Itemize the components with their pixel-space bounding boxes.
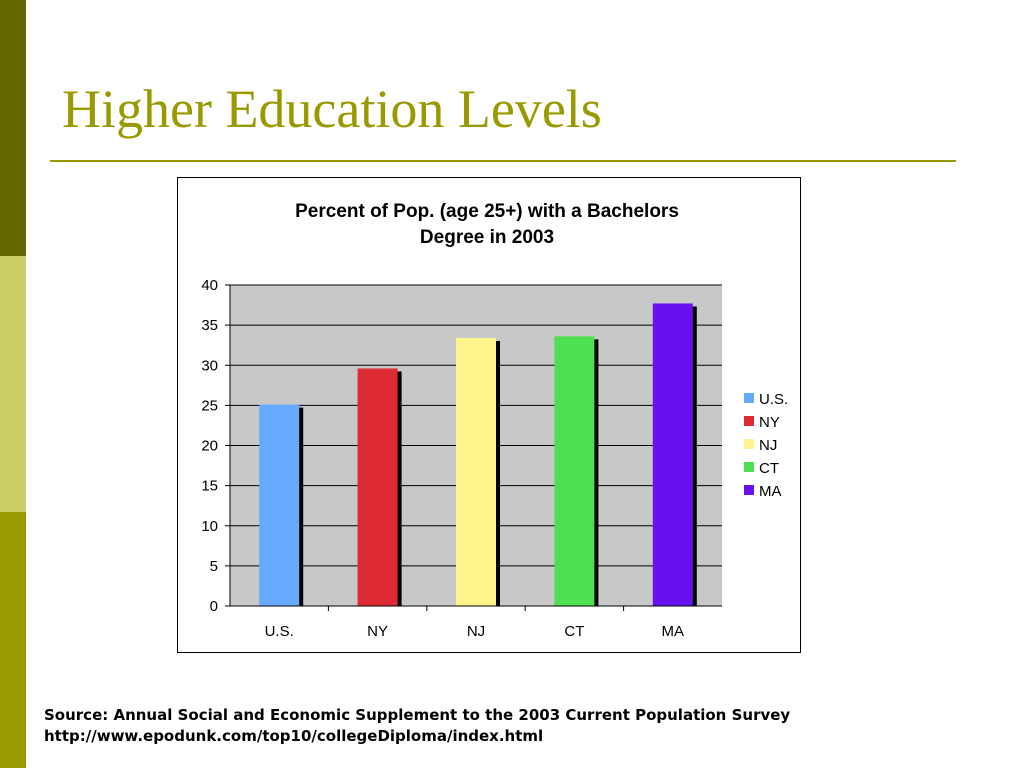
bar-ct bbox=[554, 336, 595, 606]
bar-u-s bbox=[259, 404, 300, 606]
source-url[interactable]: http://www.epodunk.com/top10/collegeDipl… bbox=[44, 727, 544, 745]
chart-frame: Percent of Pop. (age 25+) with a Bachelo… bbox=[177, 177, 801, 653]
legend-label-ct: CT bbox=[759, 460, 779, 477]
sidebar-accent-top bbox=[0, 0, 26, 256]
source-text: Source: Annual Social and Economic Suppl… bbox=[44, 706, 791, 724]
x-tick-label-u-s: U.S. bbox=[265, 623, 294, 640]
y-tick-label-35: 35 bbox=[201, 317, 218, 334]
bar-nj bbox=[456, 337, 496, 606]
legend-swatch-ma bbox=[744, 485, 754, 495]
x-tick-label-ma: MA bbox=[662, 623, 685, 640]
title-divider bbox=[50, 160, 956, 162]
y-tick-label-10: 10 bbox=[201, 518, 218, 535]
y-tick-label-30: 30 bbox=[201, 357, 218, 374]
y-tick-label-20: 20 bbox=[201, 438, 218, 455]
legend-label-ma: MA bbox=[759, 483, 782, 500]
y-tick-label-40: 40 bbox=[201, 277, 218, 294]
bar-ma bbox=[652, 303, 693, 606]
y-tick-label-5: 5 bbox=[210, 558, 218, 575]
chart-title-line-1: Percent of Pop. (age 25+) with a Bachelo… bbox=[295, 201, 679, 222]
chart-title-line-2: Degree in 2003 bbox=[420, 227, 554, 248]
legend-swatch-u-s bbox=[744, 393, 754, 403]
bar-ny bbox=[357, 368, 398, 606]
legend-label-u-s: U.S. bbox=[759, 391, 788, 408]
legend: U.S. NY NJ CT MA bbox=[744, 391, 788, 500]
legend-swatch-nj bbox=[744, 439, 754, 449]
slide-title: Higher Education Levels bbox=[62, 79, 602, 139]
legend-swatch-ny bbox=[744, 416, 754, 426]
legend-label-nj: NJ bbox=[759, 437, 777, 454]
y-tick-label-25: 25 bbox=[201, 397, 218, 414]
y-tick-label-15: 15 bbox=[201, 478, 218, 495]
x-tick-label-nj: NJ bbox=[467, 623, 485, 640]
sidebar-accent-middle bbox=[0, 256, 26, 512]
legend-label-ny: NY bbox=[759, 414, 780, 431]
source-citation: Source: Annual Social and Economic Suppl… bbox=[44, 705, 790, 747]
x-tick-label-ny: NY bbox=[367, 623, 388, 640]
y-tick-label-0: 0 bbox=[210, 598, 218, 615]
axes: 0 5 10 15 20 25 30 35 40 U.S. NY NJ CT MA bbox=[201, 277, 722, 640]
bars bbox=[259, 303, 697, 606]
bar-chart: Percent of Pop. (age 25+) with a Bachelo… bbox=[201, 201, 788, 640]
x-tick-label-ct: CT bbox=[564, 623, 584, 640]
legend-swatch-ct bbox=[744, 462, 754, 472]
sidebar-accent-bottom bbox=[0, 512, 26, 768]
